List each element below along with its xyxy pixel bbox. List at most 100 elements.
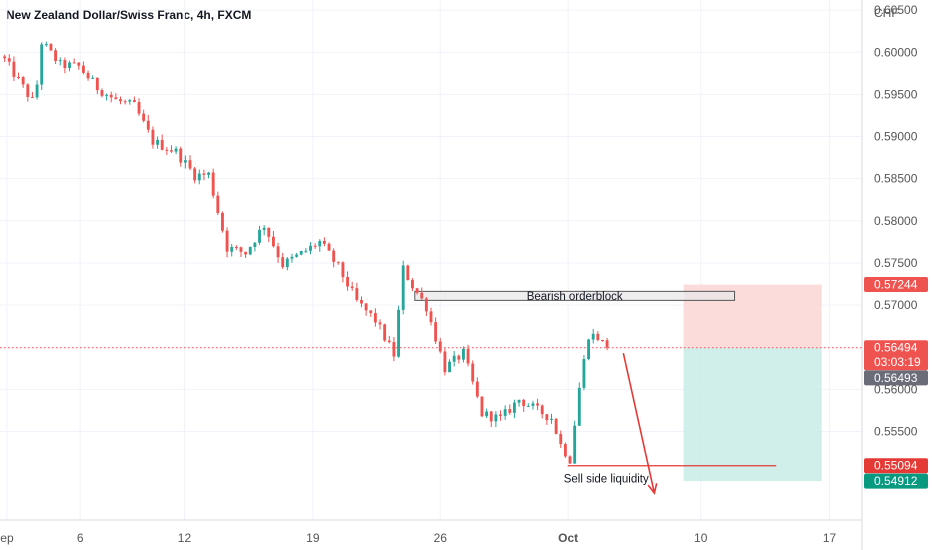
candle: [471, 360, 475, 385]
candle: [146, 114, 150, 133]
candle-body: [137, 102, 141, 114]
candle: [360, 296, 363, 308]
candle: [392, 336, 396, 362]
candle-body: [146, 120, 150, 130]
candle-body: [119, 99, 122, 102]
candle-body: [563, 444, 567, 457]
candle-body: [100, 90, 104, 96]
candle-body: [170, 150, 173, 152]
candle-body: [221, 212, 224, 231]
candle-body: [318, 240, 322, 247]
y-tick-label: 0.60000: [874, 45, 918, 59]
candle: [119, 96, 122, 105]
candle: [489, 410, 493, 428]
candle-body: [341, 262, 345, 278]
candle-body: [21, 77, 25, 85]
candle-body: [151, 129, 155, 145]
candle: [44, 41, 48, 47]
candle-body: [193, 168, 197, 181]
candle-body: [466, 348, 470, 364]
arrow-head: [647, 483, 658, 495]
candle: [262, 225, 266, 236]
candle-body: [411, 280, 414, 289]
candle: [587, 338, 591, 361]
price-tag-label: 0.56494: [874, 341, 918, 355]
candle-body: [271, 236, 275, 247]
candle: [267, 227, 271, 243]
candle-body: [596, 333, 600, 340]
candle: [304, 248, 308, 254]
candle: [559, 430, 563, 448]
candle: [105, 93, 109, 101]
candle: [21, 76, 25, 88]
candle: [12, 56, 16, 82]
candle-body: [258, 229, 261, 243]
candle: [401, 260, 405, 315]
candle: [322, 237, 326, 247]
candle: [480, 396, 484, 418]
candle-body: [531, 403, 535, 406]
candle-body: [457, 355, 461, 360]
candle: [170, 145, 173, 153]
candle: [230, 243, 234, 257]
candle: [17, 72, 20, 80]
x-tick-label: ep: [0, 531, 14, 545]
candle-body: [582, 359, 586, 388]
candle: [411, 278, 414, 292]
candle: [165, 147, 169, 155]
candle: [554, 418, 558, 435]
candle-body: [109, 94, 113, 98]
candle: [429, 307, 433, 326]
candle: [281, 252, 285, 269]
price-tag: [864, 458, 928, 474]
candle: [295, 252, 299, 258]
candle: [40, 42, 44, 90]
candle-body: [485, 411, 489, 417]
candle: [35, 80, 39, 100]
candle: [156, 136, 160, 149]
candle: [563, 442, 567, 458]
annotations: Bearish orderblock Sell side liquidity: [0, 290, 862, 486]
candle: [582, 355, 586, 391]
position-zones: [683, 284, 822, 482]
x-tick-label: 17: [823, 531, 837, 545]
candles: [3, 41, 609, 465]
candle-body: [559, 433, 563, 445]
candle-body: [230, 247, 234, 252]
candle-body: [452, 355, 456, 362]
candle: [81, 61, 85, 75]
candle: [128, 98, 132, 105]
candle-body: [438, 341, 442, 352]
orderblock-label: Bearish orderblock: [527, 291, 623, 303]
candle: [350, 281, 354, 291]
candle-body: [494, 414, 498, 422]
candle-body: [197, 173, 201, 181]
candle: [174, 146, 178, 155]
candle: [7, 54, 11, 66]
candle: [68, 60, 71, 72]
candle: [309, 242, 312, 255]
x-tick-label: 19: [306, 531, 320, 545]
y-tick-label: 0.58500: [874, 172, 918, 186]
candle-body: [253, 242, 257, 247]
candle-body: [360, 300, 363, 304]
candle: [341, 261, 345, 283]
candle-body: [281, 257, 285, 268]
candle-body: [68, 62, 71, 69]
candle: [58, 57, 62, 66]
candle: [318, 239, 322, 252]
candle: [443, 348, 447, 376]
currency-label: CHF: [874, 6, 899, 20]
candle-body: [165, 149, 169, 151]
candle-body: [81, 65, 85, 73]
candle-body: [290, 256, 294, 259]
candle-body: [480, 396, 484, 417]
candle-body: [475, 381, 479, 397]
candle-body: [587, 339, 591, 360]
price-tag-label: 0.56493: [874, 371, 918, 385]
candle: [86, 70, 90, 81]
candle: [123, 99, 127, 105]
x-tick-label: 6: [77, 531, 84, 545]
candle-body: [350, 286, 354, 289]
